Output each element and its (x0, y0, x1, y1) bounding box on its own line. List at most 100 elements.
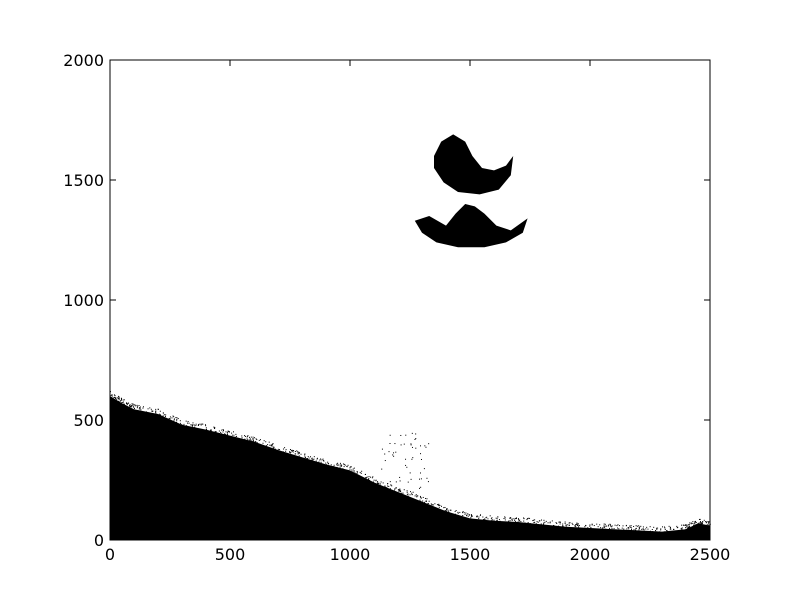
speckle (377, 481, 379, 483)
speckle (118, 398, 120, 400)
speckle (158, 413, 160, 415)
speckle (193, 424, 195, 426)
speckle (443, 507, 445, 509)
speckle (438, 503, 440, 505)
speckle (183, 423, 185, 425)
speckle (155, 412, 157, 414)
speckle (129, 406, 131, 408)
speckle (322, 458, 324, 460)
speckle (339, 466, 341, 468)
speckle (574, 525, 576, 527)
speckle (319, 459, 321, 461)
speckle (553, 525, 555, 527)
speckle (120, 402, 122, 404)
speckle (114, 394, 116, 396)
speckle (121, 398, 123, 400)
speckle (159, 410, 161, 412)
speckle (420, 486, 422, 488)
speckle (394, 500, 396, 502)
speckle (409, 472, 411, 474)
speckle (120, 397, 122, 399)
speckle (698, 518, 700, 520)
speckle (195, 424, 197, 426)
speckle (388, 485, 390, 487)
speckle (171, 417, 173, 419)
speckle (552, 524, 554, 526)
speckle (399, 480, 401, 482)
speckle (411, 458, 413, 460)
speckle (198, 423, 200, 425)
speckle (541, 519, 543, 521)
speckle (536, 521, 538, 523)
speckle (139, 407, 141, 409)
speckle (511, 518, 513, 520)
speckle (465, 512, 467, 514)
speckle (347, 464, 349, 466)
speckle (388, 451, 390, 453)
speckle (690, 522, 692, 524)
speckle (320, 458, 322, 460)
speckle (293, 450, 295, 452)
speckle (512, 518, 514, 520)
speckle (568, 524, 570, 526)
speckle (164, 415, 166, 417)
speckle (571, 522, 573, 524)
y-tick-label: 1500 (63, 171, 104, 190)
speckle (457, 511, 459, 513)
speckle (378, 482, 380, 484)
speckle (504, 519, 506, 521)
speckle (389, 481, 391, 483)
speckle (574, 524, 576, 526)
speckle (214, 426, 216, 428)
speckle (115, 398, 117, 400)
speckle (270, 445, 272, 447)
speckle (496, 518, 498, 520)
speckle (226, 433, 228, 435)
speckle (613, 528, 615, 530)
speckle (139, 408, 141, 410)
speckle (519, 519, 521, 521)
speckle (375, 480, 377, 482)
speckle (130, 406, 132, 408)
speckle (543, 519, 545, 521)
speckle (504, 517, 506, 519)
speckle (192, 422, 194, 424)
speckle (708, 524, 710, 526)
speckle (416, 496, 418, 498)
speckle (662, 526, 663, 528)
speckle (468, 514, 470, 516)
speckle (252, 438, 254, 440)
speckle (117, 395, 119, 397)
speckle (690, 523, 692, 525)
speckle (514, 519, 516, 521)
speckle (304, 453, 306, 455)
speckle (399, 489, 401, 491)
speckle (159, 414, 161, 416)
speckle (296, 450, 298, 452)
speckle (401, 492, 403, 494)
speckle (676, 525, 678, 527)
speckle (249, 439, 251, 441)
speckle (537, 521, 539, 523)
speckle (416, 495, 418, 497)
speckle (693, 524, 695, 526)
speckle (478, 518, 480, 520)
speckle (310, 456, 312, 458)
speckle (222, 431, 224, 433)
speckle (313, 456, 315, 458)
speckle (630, 525, 632, 527)
speckle (213, 426, 215, 428)
speckle (509, 517, 511, 519)
speckle (434, 503, 436, 505)
speckle (220, 431, 222, 433)
speckle (604, 523, 606, 525)
speckle (539, 520, 541, 522)
speckle (638, 525, 640, 527)
speckle (223, 429, 225, 431)
speckle (227, 430, 229, 432)
speckle (555, 522, 557, 524)
speckle (338, 464, 340, 466)
speckle (694, 522, 696, 524)
speckle (254, 440, 256, 442)
speckle (360, 472, 362, 474)
